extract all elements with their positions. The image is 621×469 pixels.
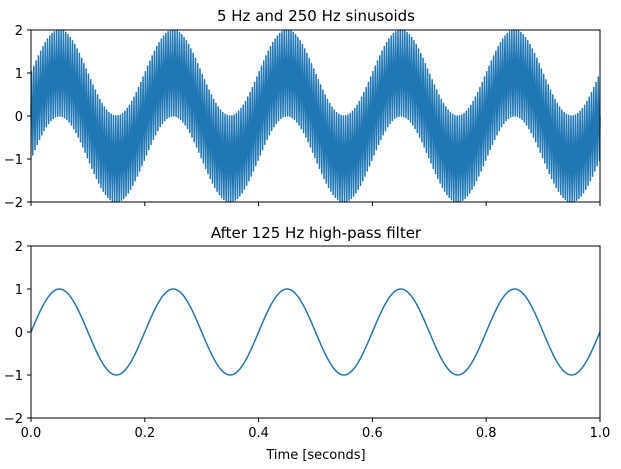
bottom-y-ticks: −2 −1 0 1 2 (4, 240, 31, 427)
y-tick-label: −2 (4, 196, 23, 211)
x-tick-label: 1.0 (590, 426, 611, 441)
y-tick-label: −1 (4, 369, 23, 384)
x-tick-label: 0.2 (134, 426, 155, 441)
bottom-subplot: After 125 Hz high-pass filter 0.0 0.2 0.4 0… (4, 224, 611, 463)
top-series-line (30, 29, 601, 203)
bottom-plot-area (30, 288, 601, 376)
x-tick-label: 0.8 (476, 426, 497, 441)
y-tick-label: −2 (4, 412, 23, 427)
y-tick-label: 0 (15, 110, 23, 125)
y-tick-label: 0 (15, 326, 23, 341)
y-tick-label: 2 (15, 24, 23, 39)
top-x-ticks (30, 202, 601, 206)
bottom-x-ticks: 0.0 0.2 0.4 0.6 0.8 1.0 (21, 418, 611, 441)
bottom-x-axis-label: Time [seconds] (265, 448, 365, 463)
y-tick-label: 1 (15, 67, 23, 82)
top-y-ticks: −2 −1 0 1 2 (4, 24, 31, 211)
x-tick-label: 0.0 (21, 426, 42, 441)
x-tick-label: 0.4 (248, 426, 269, 441)
y-tick-label: 1 (15, 283, 23, 298)
y-tick-label: 2 (15, 240, 23, 255)
bottom-series-line (30, 288, 601, 376)
top-plot-area (30, 29, 601, 203)
x-tick-label: 0.6 (362, 426, 383, 441)
bottom-chart-title: After 125 Hz high-pass filter (211, 224, 422, 242)
y-tick-label: −1 (4, 153, 23, 168)
top-chart-title: 5 Hz and 250 Hz sinusoids (217, 7, 415, 25)
top-subplot: 5 Hz and 250 Hz sinusoids −2 −1 0 1 2 (4, 7, 601, 211)
